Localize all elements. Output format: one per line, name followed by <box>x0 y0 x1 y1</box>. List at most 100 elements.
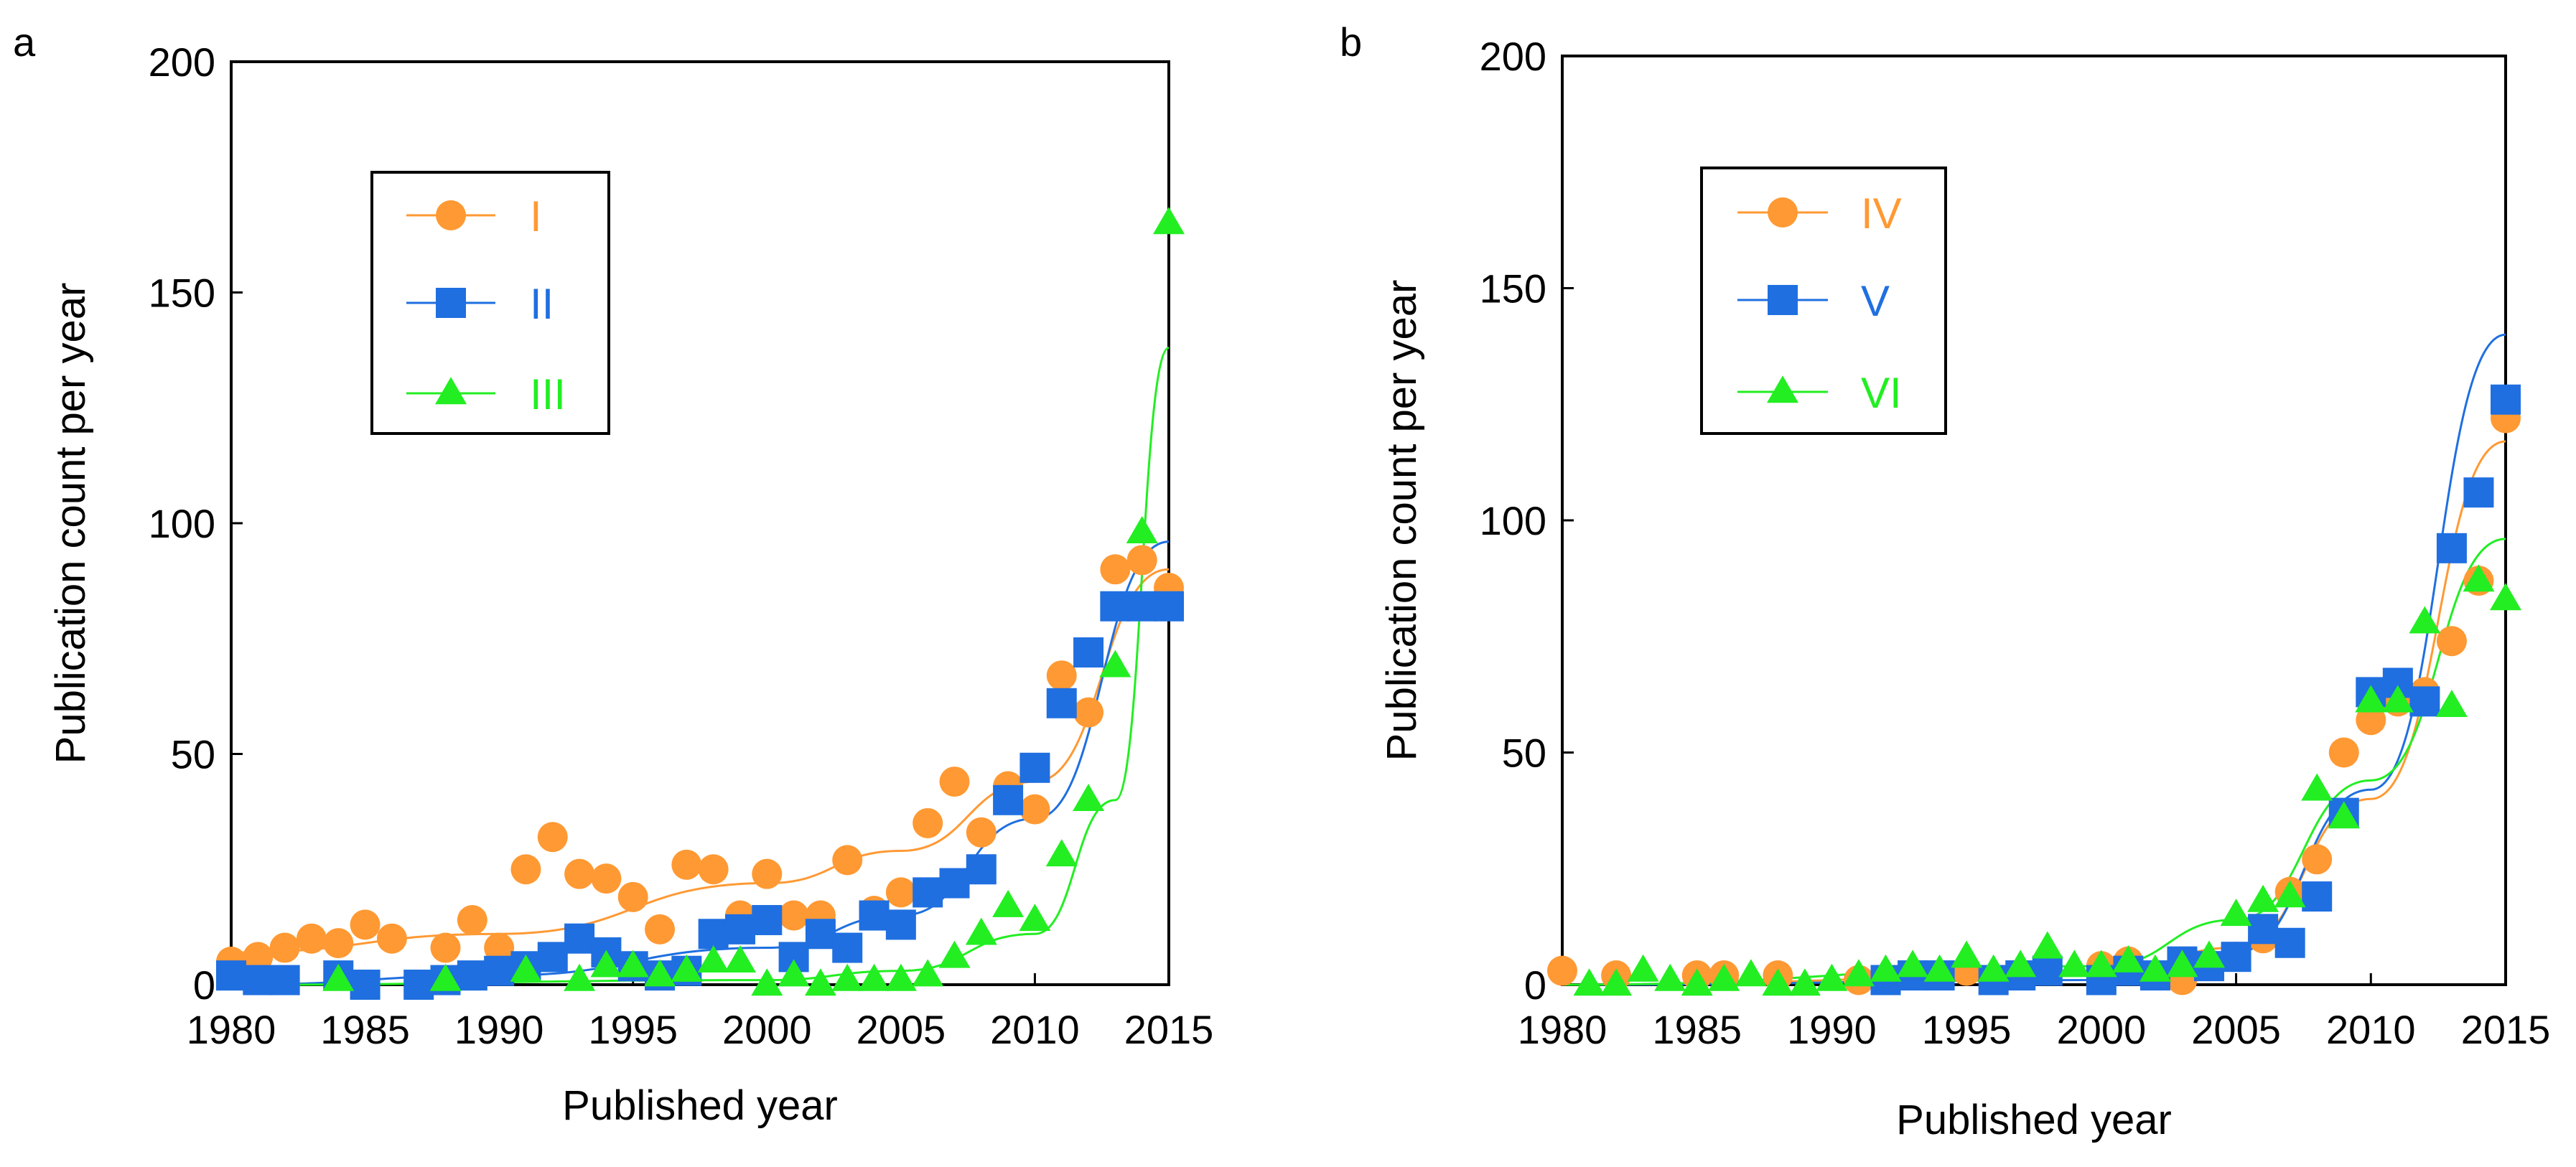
data-point-VI <box>1681 968 1713 996</box>
data-point-II <box>537 942 568 973</box>
data-point-I <box>885 877 916 908</box>
x-tick-label: 2000 <box>722 1007 812 1052</box>
y-tick-label: 50 <box>1502 731 1546 776</box>
data-point-VI <box>1897 950 1929 978</box>
data-point-III <box>671 954 703 982</box>
data-point-II <box>1126 591 1157 622</box>
data-point-VI <box>2031 931 2063 959</box>
data-point-II <box>885 909 916 940</box>
data-point-V <box>2274 927 2305 958</box>
legend-marker-I <box>436 200 466 230</box>
panel-b-letter: b <box>1340 19 1362 65</box>
data-point-VI <box>2435 690 2468 717</box>
data-point-II <box>966 854 997 885</box>
data-point-VI <box>1708 963 1740 991</box>
data-point-VI <box>2247 884 2279 912</box>
data-point-I <box>1100 554 1131 585</box>
data-point-II <box>216 960 246 991</box>
data-point-VI <box>1735 959 1767 987</box>
data-point-V <box>2491 384 2521 415</box>
data-point-VI <box>2490 583 2521 611</box>
data-point-V <box>2409 686 2440 717</box>
data-point-I <box>376 923 407 954</box>
data-point-VI <box>2085 950 2117 978</box>
data-point-II <box>993 784 1024 815</box>
data-point-II <box>269 965 300 995</box>
y-tick-label: 200 <box>1480 34 1546 79</box>
data-point-I <box>323 928 354 959</box>
x-tick-label: 2010 <box>990 1007 1080 1052</box>
data-point-III <box>510 954 542 982</box>
x-axis-title: Published year <box>562 1082 838 1129</box>
data-point-I <box>1073 697 1104 728</box>
x-tick-label: 2005 <box>857 1007 946 1052</box>
data-point-IV <box>2436 626 2467 657</box>
data-point-I <box>645 914 676 945</box>
data-point-I <box>752 858 783 889</box>
data-point-IV <box>2302 844 2333 875</box>
data-point-II <box>752 904 783 935</box>
x-tick-label: 1990 <box>454 1007 544 1052</box>
data-point-V <box>2302 881 2333 912</box>
data-point-VI <box>2005 950 2037 978</box>
x-tick-label: 1985 <box>1652 1007 1742 1052</box>
data-point-III <box>564 963 596 991</box>
data-point-II <box>457 960 487 991</box>
data-point-VI <box>2139 954 2171 982</box>
y-tick-label: 0 <box>193 962 215 1008</box>
data-point-VI <box>2463 564 2495 592</box>
data-point-V <box>2436 533 2467 563</box>
data-point-VI <box>2058 950 2091 978</box>
data-point-III <box>1019 904 1051 932</box>
data-point-VI <box>2355 685 2387 713</box>
data-point-I <box>1019 794 1050 825</box>
data-point-I <box>269 932 300 963</box>
data-point-V <box>2248 914 2279 945</box>
data-point-III <box>804 968 836 996</box>
data-point-IV <box>2328 737 2359 768</box>
data-point-II <box>698 919 729 950</box>
y-tick-label: 100 <box>1480 498 1546 543</box>
y-tick-label: 100 <box>149 501 215 546</box>
data-point-II <box>350 970 381 1000</box>
data-point-VI <box>2328 801 2360 829</box>
data-point-II <box>564 923 595 954</box>
data-point-VI <box>1816 963 1848 991</box>
legend-label-V: V <box>1861 277 1890 325</box>
data-point-VI <box>1870 954 1902 982</box>
y-tick-label: 0 <box>1524 962 1546 1008</box>
data-point-V <box>2463 477 2494 508</box>
x-tick-label: 1995 <box>1922 1007 2012 1052</box>
legend-label-II: II <box>530 280 554 328</box>
y-tick-label: 200 <box>149 39 215 85</box>
legend-marker-IV <box>1768 197 1798 228</box>
legend-label-VI: VI <box>1861 369 1902 417</box>
y-tick-label: 50 <box>171 732 215 777</box>
data-point-III <box>965 917 997 945</box>
data-point-V <box>2221 942 2251 973</box>
data-point-I <box>537 822 568 853</box>
data-point-VI <box>2112 945 2145 973</box>
legend-marker-II <box>436 288 466 318</box>
x-axis-title: Published year <box>1896 1097 2172 1143</box>
data-point-I <box>1046 660 1077 691</box>
data-point-II <box>403 970 434 1000</box>
data-point-I <box>457 904 487 935</box>
panel-a-letter: a <box>13 19 36 65</box>
data-point-II <box>484 955 515 986</box>
data-point-I <box>430 932 461 963</box>
data-point-IV <box>2356 705 2386 736</box>
data-point-II <box>939 868 970 899</box>
data-point-II <box>805 919 836 950</box>
x-tick-label: 1985 <box>320 1007 410 1052</box>
chart-panel-a: 0 50 100 150 200 1980 1985 1990 1995 2000 2005 2010… <box>47 39 1213 1129</box>
legend-marker-VI <box>1767 375 1798 403</box>
data-point-III <box>590 950 622 978</box>
x-tick-label: 2005 <box>2191 1007 2281 1052</box>
data-point-VI <box>1842 959 1875 987</box>
data-point-III <box>1126 516 1158 544</box>
data-point-III <box>1099 650 1131 678</box>
data-point-III <box>778 959 810 987</box>
data-point-II <box>859 900 890 931</box>
data-point-I <box>617 881 648 912</box>
